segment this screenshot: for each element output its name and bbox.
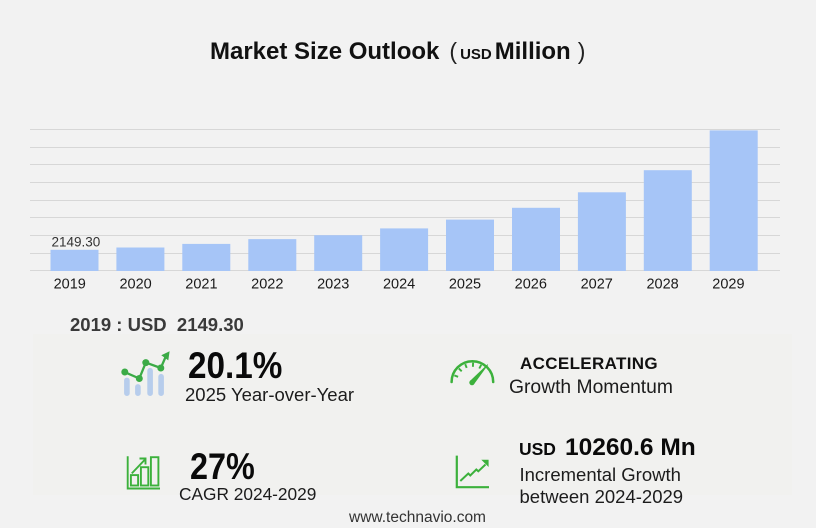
svg-text:2019: 2019: [54, 277, 86, 293]
svg-text:2023: 2023: [317, 277, 349, 293]
svg-text:2027: 2027: [581, 277, 613, 293]
svg-text:2024: 2024: [383, 277, 415, 293]
svg-text:2149.30: 2149.30: [52, 235, 101, 250]
svg-text:2029: 2029: [712, 277, 744, 293]
svg-text:2025: 2025: [449, 277, 481, 293]
svg-text:2028: 2028: [646, 277, 678, 293]
svg-text:2021: 2021: [185, 277, 217, 293]
svg-text:2026: 2026: [515, 277, 547, 293]
svg-text:2020: 2020: [119, 277, 151, 293]
svg-text:2022: 2022: [251, 277, 283, 293]
